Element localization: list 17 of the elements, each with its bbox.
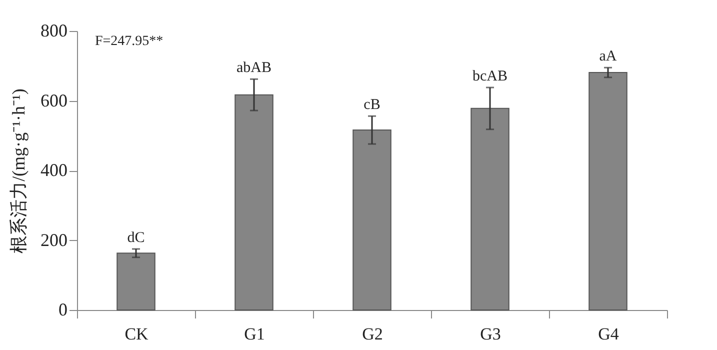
x-tick-label: G4 <box>598 324 620 344</box>
x-tick-label: G3 <box>480 324 501 344</box>
x-tick-label: G1 <box>244 324 265 344</box>
annotation: cB <box>364 97 380 114</box>
y-tick-label: 600 <box>40 90 68 110</box>
x-tick-label: G2 <box>362 324 383 344</box>
y-tick-label: 0 <box>58 300 68 320</box>
annotation: F=247.95** <box>95 34 164 49</box>
annotation: bcAB <box>472 68 508 84</box>
y-tick-label: 400 <box>40 160 68 180</box>
annotation: aA <box>599 48 617 65</box>
annotation: dC <box>127 230 145 246</box>
y-tick-label: 800 <box>40 20 68 40</box>
x-tick-label: CK <box>124 324 150 344</box>
y-axis-title: 根系活力/(mg·g⁻¹·h⁻¹) <box>8 88 28 254</box>
y-tick-label: 200 <box>40 230 68 250</box>
annotation: abAB <box>236 60 272 76</box>
